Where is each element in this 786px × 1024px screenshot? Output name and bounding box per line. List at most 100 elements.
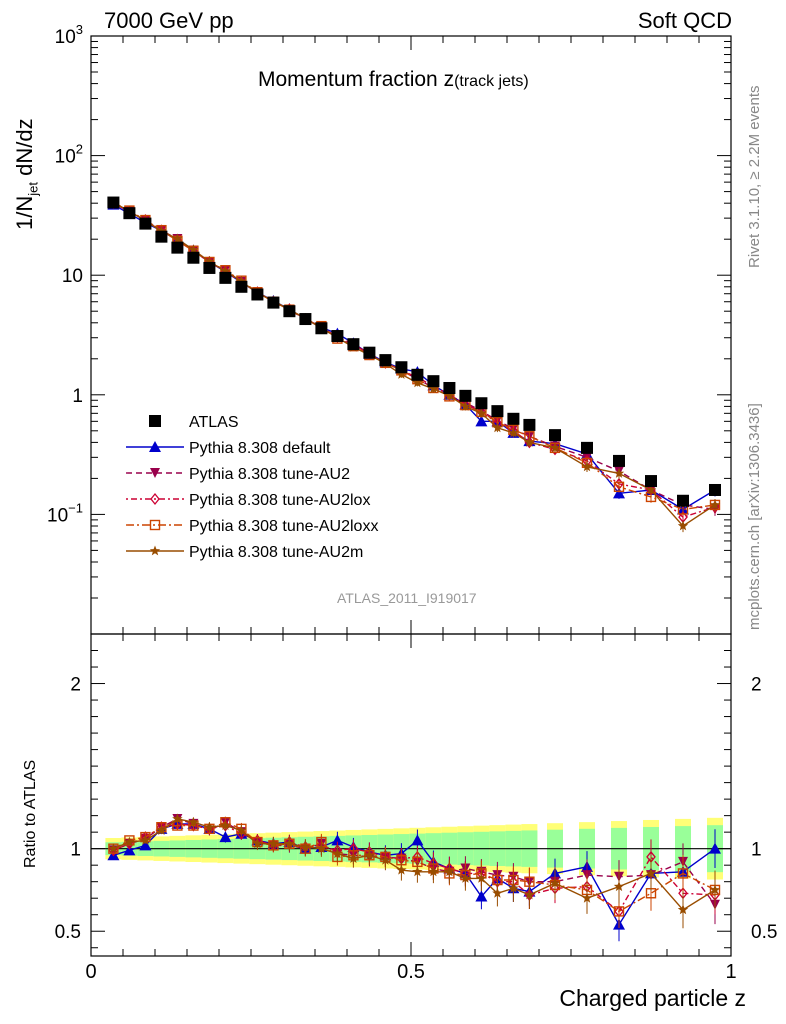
ratio-point: [396, 864, 407, 875]
x-tick-label: 1: [725, 961, 736, 983]
data-point: [235, 280, 248, 293]
chart-title-main: Momentum fraction z: [258, 68, 455, 91]
ratio-axis-title: Ratio to ATLAS: [22, 759, 39, 868]
y-tick-label: 10−1: [47, 500, 83, 526]
ratio-point: [108, 843, 119, 854]
data-point: [139, 217, 152, 230]
series-pythia-8-308-tune-au2: [108, 198, 720, 925]
data-point: [171, 241, 184, 254]
ratio-point: [300, 841, 311, 852]
ratio-point: [476, 872, 487, 883]
y-axis-title-b: dN/dz: [12, 118, 37, 183]
data-point: [475, 397, 488, 410]
ratio-point: [188, 816, 199, 827]
chart-title-sub: (track jets): [454, 73, 529, 90]
data-point: [427, 375, 440, 388]
legend-marker: [150, 492, 160, 506]
legend-label: Pythia 8.308 tune-AU2: [189, 466, 350, 483]
x-tick-label: 0: [85, 961, 96, 983]
data-point: [379, 354, 392, 367]
legend-label: Pythia 8.308 tune-AU2lox: [189, 492, 370, 509]
data-point: [220, 265, 231, 276]
data-point: [459, 389, 472, 402]
data-point: [428, 383, 439, 394]
data-point: [347, 338, 360, 351]
series-pythia-8-308-tune-au2m: [108, 197, 721, 929]
ratio-y-tick-label-right: 1: [751, 840, 762, 861]
ratio-point: [677, 868, 689, 879]
legend-marker: [150, 468, 160, 478]
ratio-point: [284, 838, 295, 849]
rivet-label: Rivet 3.1.10, ≥ 2.2M events: [746, 85, 763, 269]
data-point: [524, 436, 535, 447]
data-point: [613, 481, 625, 493]
data-point: [444, 390, 455, 401]
ratio-point: [172, 813, 183, 824]
ratio-line: [113, 823, 716, 913]
data-point: [172, 233, 183, 244]
ratio-y-tick-label-right: 2: [751, 675, 762, 696]
data-point: [645, 484, 657, 495]
data-point: [188, 244, 199, 255]
data-point: [677, 494, 689, 507]
data-point: [203, 261, 216, 274]
ratio-frame: [90, 633, 732, 957]
data-point: [581, 461, 593, 472]
y-tick-label: 103: [55, 22, 83, 48]
legend-marker: [149, 545, 161, 556]
data-point: [709, 499, 721, 510]
data-point: [476, 407, 487, 418]
data-point: [331, 330, 344, 343]
ratio-point: [444, 866, 455, 877]
ratio-point: [428, 866, 439, 877]
legend-label: Pythia 8.308 tune-AU2loxx: [189, 518, 378, 535]
legend-label: ATLAS: [189, 414, 239, 431]
data-point: [363, 346, 376, 359]
ratio-point: [268, 838, 279, 849]
ratio-point: [123, 844, 136, 856]
ratio-point: [331, 834, 344, 846]
data-point: [251, 288, 264, 301]
data-point: [491, 405, 504, 418]
data-point: [155, 230, 168, 243]
data-point: [156, 225, 167, 236]
data-point: [549, 442, 561, 453]
data-point: [581, 441, 593, 454]
ratio-point: [332, 848, 343, 859]
analysis-label: ATLAS_2011_I919017: [337, 590, 477, 606]
ratio-point: [219, 831, 232, 843]
data-point: [204, 256, 215, 266]
data-point: [315, 322, 328, 335]
ratio-y-tick-label: 2: [70, 675, 81, 696]
data-point: [677, 520, 689, 531]
ratio-point: [613, 881, 625, 892]
ratio-point: [508, 882, 519, 893]
ratio-point: [524, 889, 535, 900]
data-point: [412, 377, 423, 388]
data-point: [219, 271, 232, 284]
process-label: Soft QCD: [637, 8, 732, 33]
data-point: [523, 418, 536, 431]
ratio-point: [709, 884, 721, 895]
data-point: [613, 454, 625, 467]
ratio-point: [613, 906, 625, 917]
ratio-point: [460, 872, 471, 883]
ratio-point: [316, 843, 327, 854]
data-point: [508, 427, 519, 438]
ratio-point: [124, 836, 135, 847]
data-point: [236, 275, 247, 286]
main-frame: [90, 35, 732, 635]
data-point: [492, 422, 503, 433]
legend-marker: [149, 519, 161, 531]
y-axis-title: 1/Njet dN/dz: [12, 118, 40, 230]
y-axis-title-a: 1/N: [12, 195, 37, 230]
y-tick-label: 102: [55, 142, 83, 168]
legend-marker: [149, 415, 161, 427]
ratio-point: [412, 866, 423, 877]
series-atlas: [107, 196, 721, 507]
ratio-y-tick-label: 1: [70, 840, 81, 861]
ratio-point: [411, 834, 424, 846]
data-point: [267, 296, 280, 309]
data-point: [411, 368, 424, 381]
